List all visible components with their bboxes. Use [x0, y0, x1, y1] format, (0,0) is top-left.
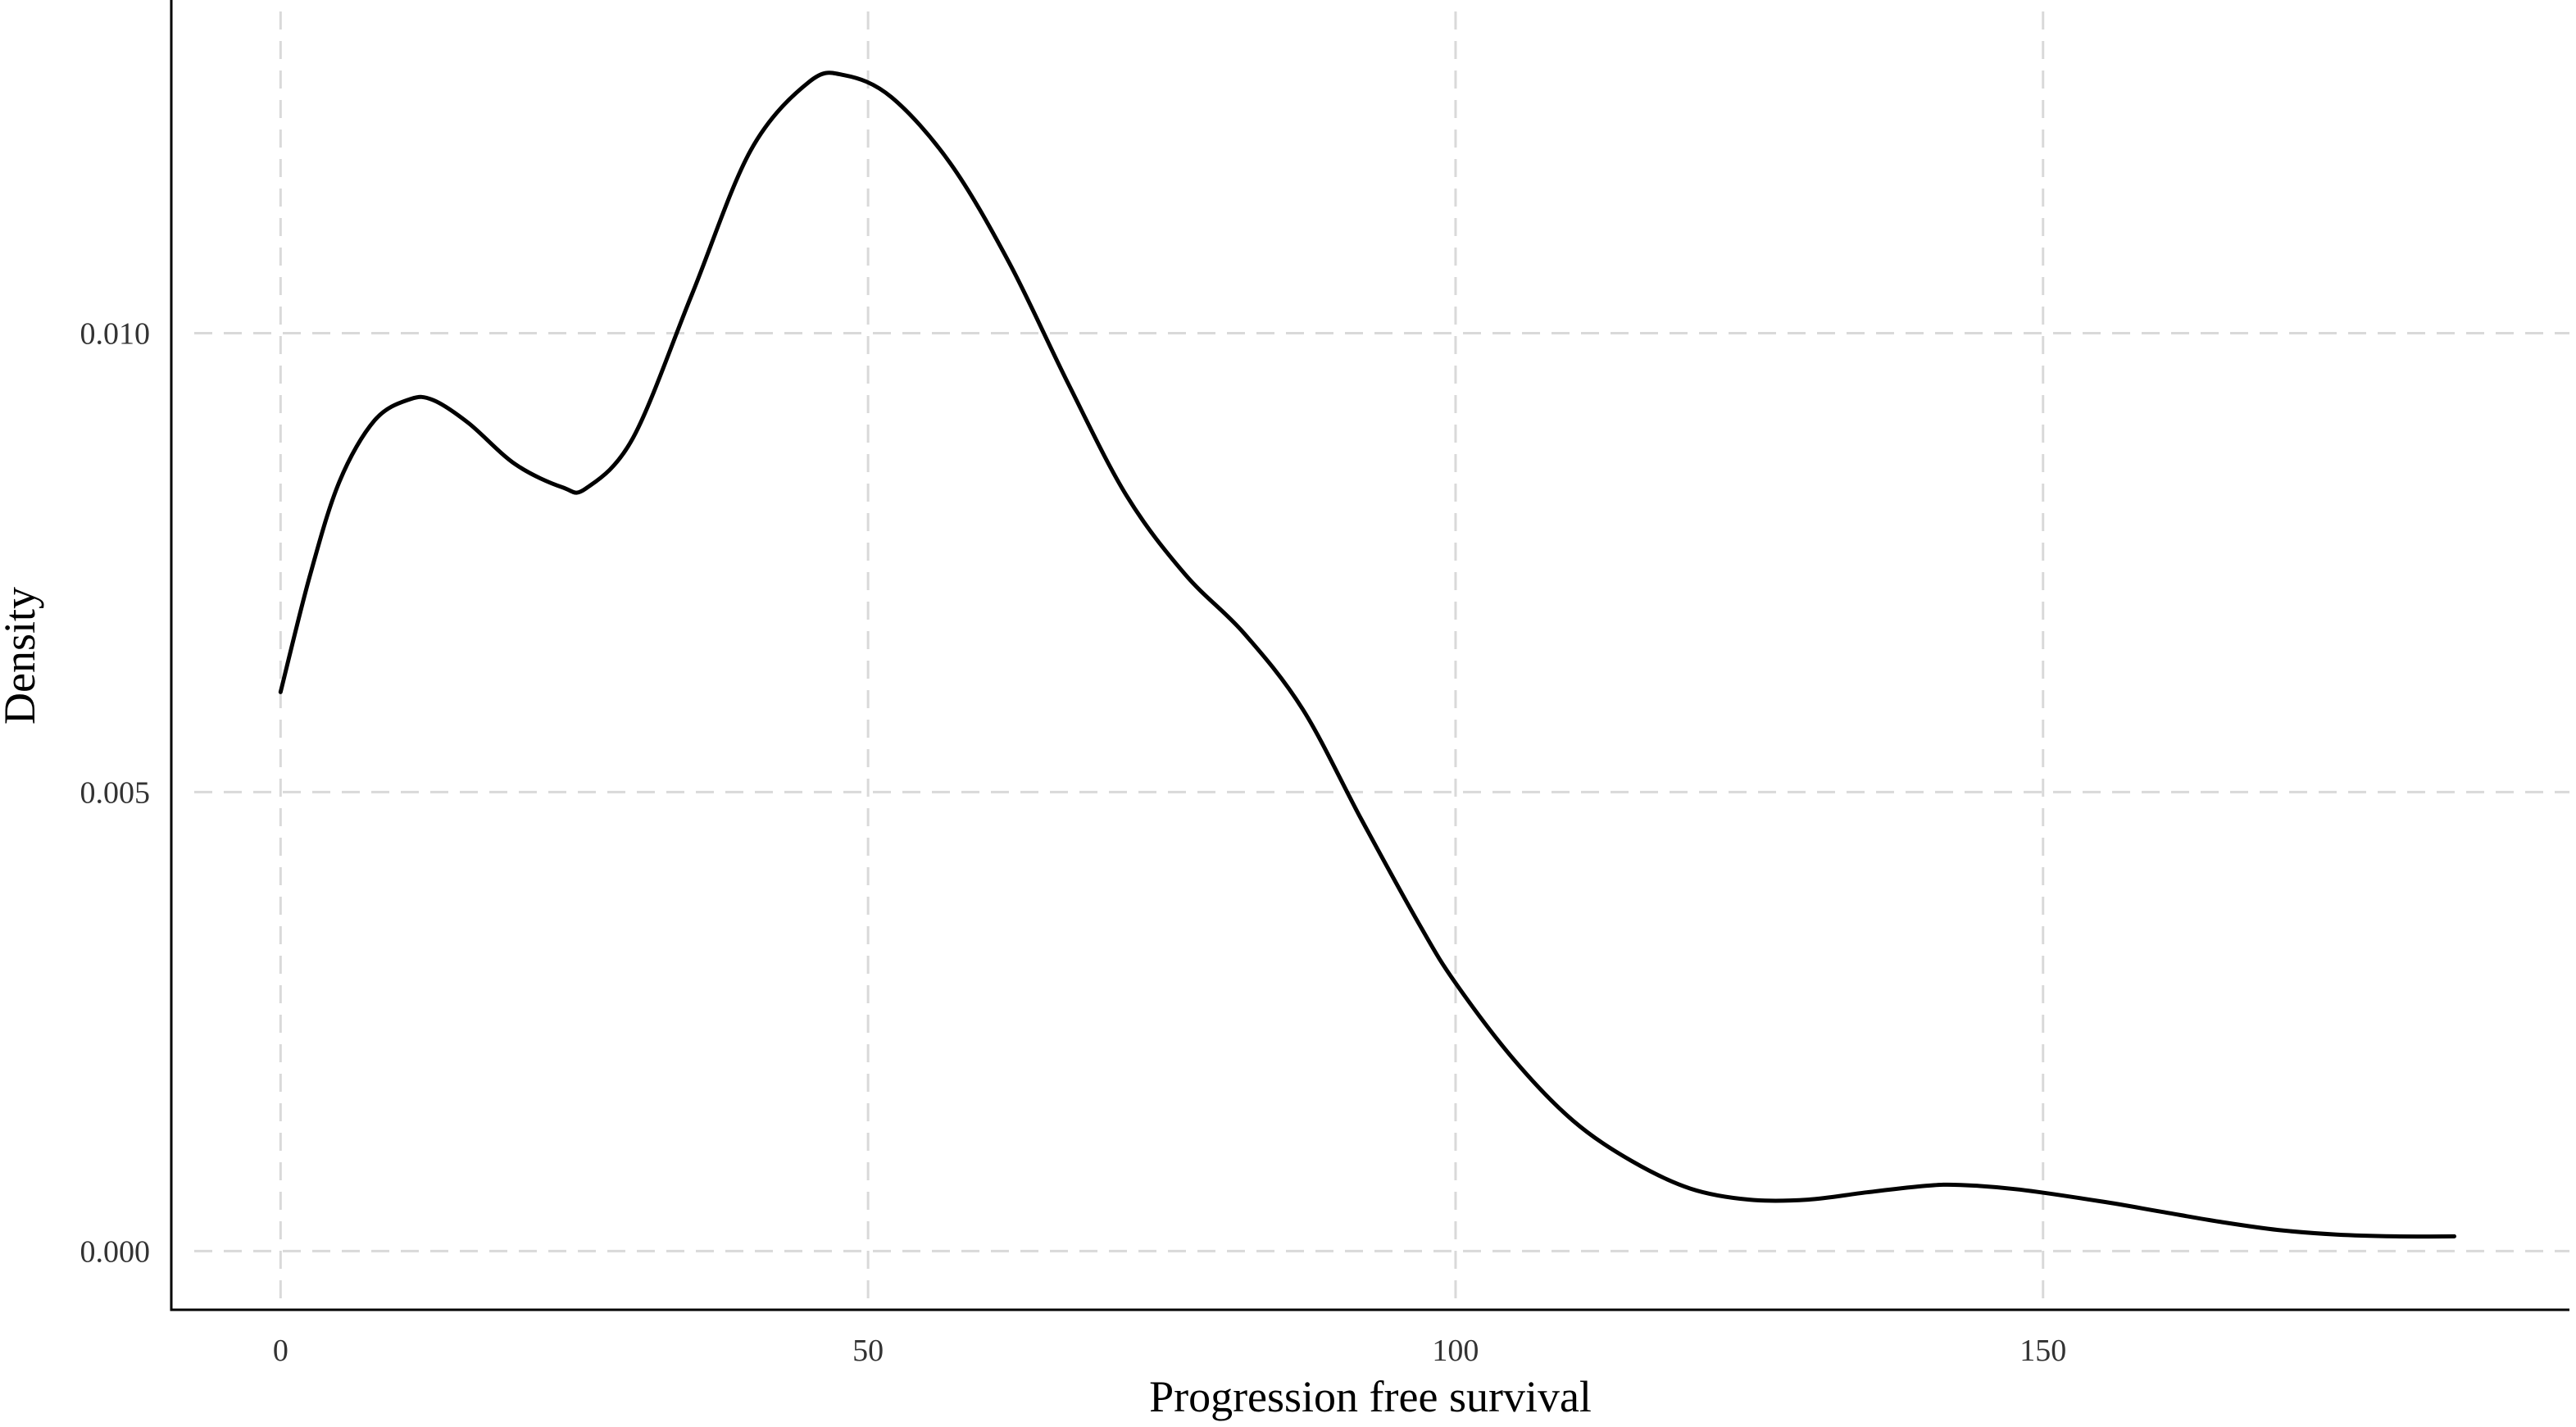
y-tick-label: 0.010 [80, 316, 151, 351]
x-tick-label: 100 [1432, 1334, 1479, 1368]
y-tick-labels: 0.000 0.005 0.010 [80, 316, 151, 1269]
y-axis-title: Density [0, 587, 44, 725]
axes [170, 0, 2569, 1311]
axis-lines [170, 0, 2569, 1311]
density-line [278, 70, 2456, 1239]
y-tick-label: 0.000 [80, 1234, 151, 1269]
series-layer [278, 70, 2456, 1239]
x-tick-label: 150 [2019, 1334, 2066, 1368]
x-axis-title: Progression free survival [1149, 1372, 1592, 1421]
x-tick-label: 50 [852, 1334, 884, 1368]
x-tick-labels: 0 50 100 150 [273, 1334, 2066, 1368]
gridlines [194, 11, 2569, 1310]
x-tick-label: 0 [273, 1334, 288, 1368]
y-tick-label: 0.005 [80, 775, 151, 810]
